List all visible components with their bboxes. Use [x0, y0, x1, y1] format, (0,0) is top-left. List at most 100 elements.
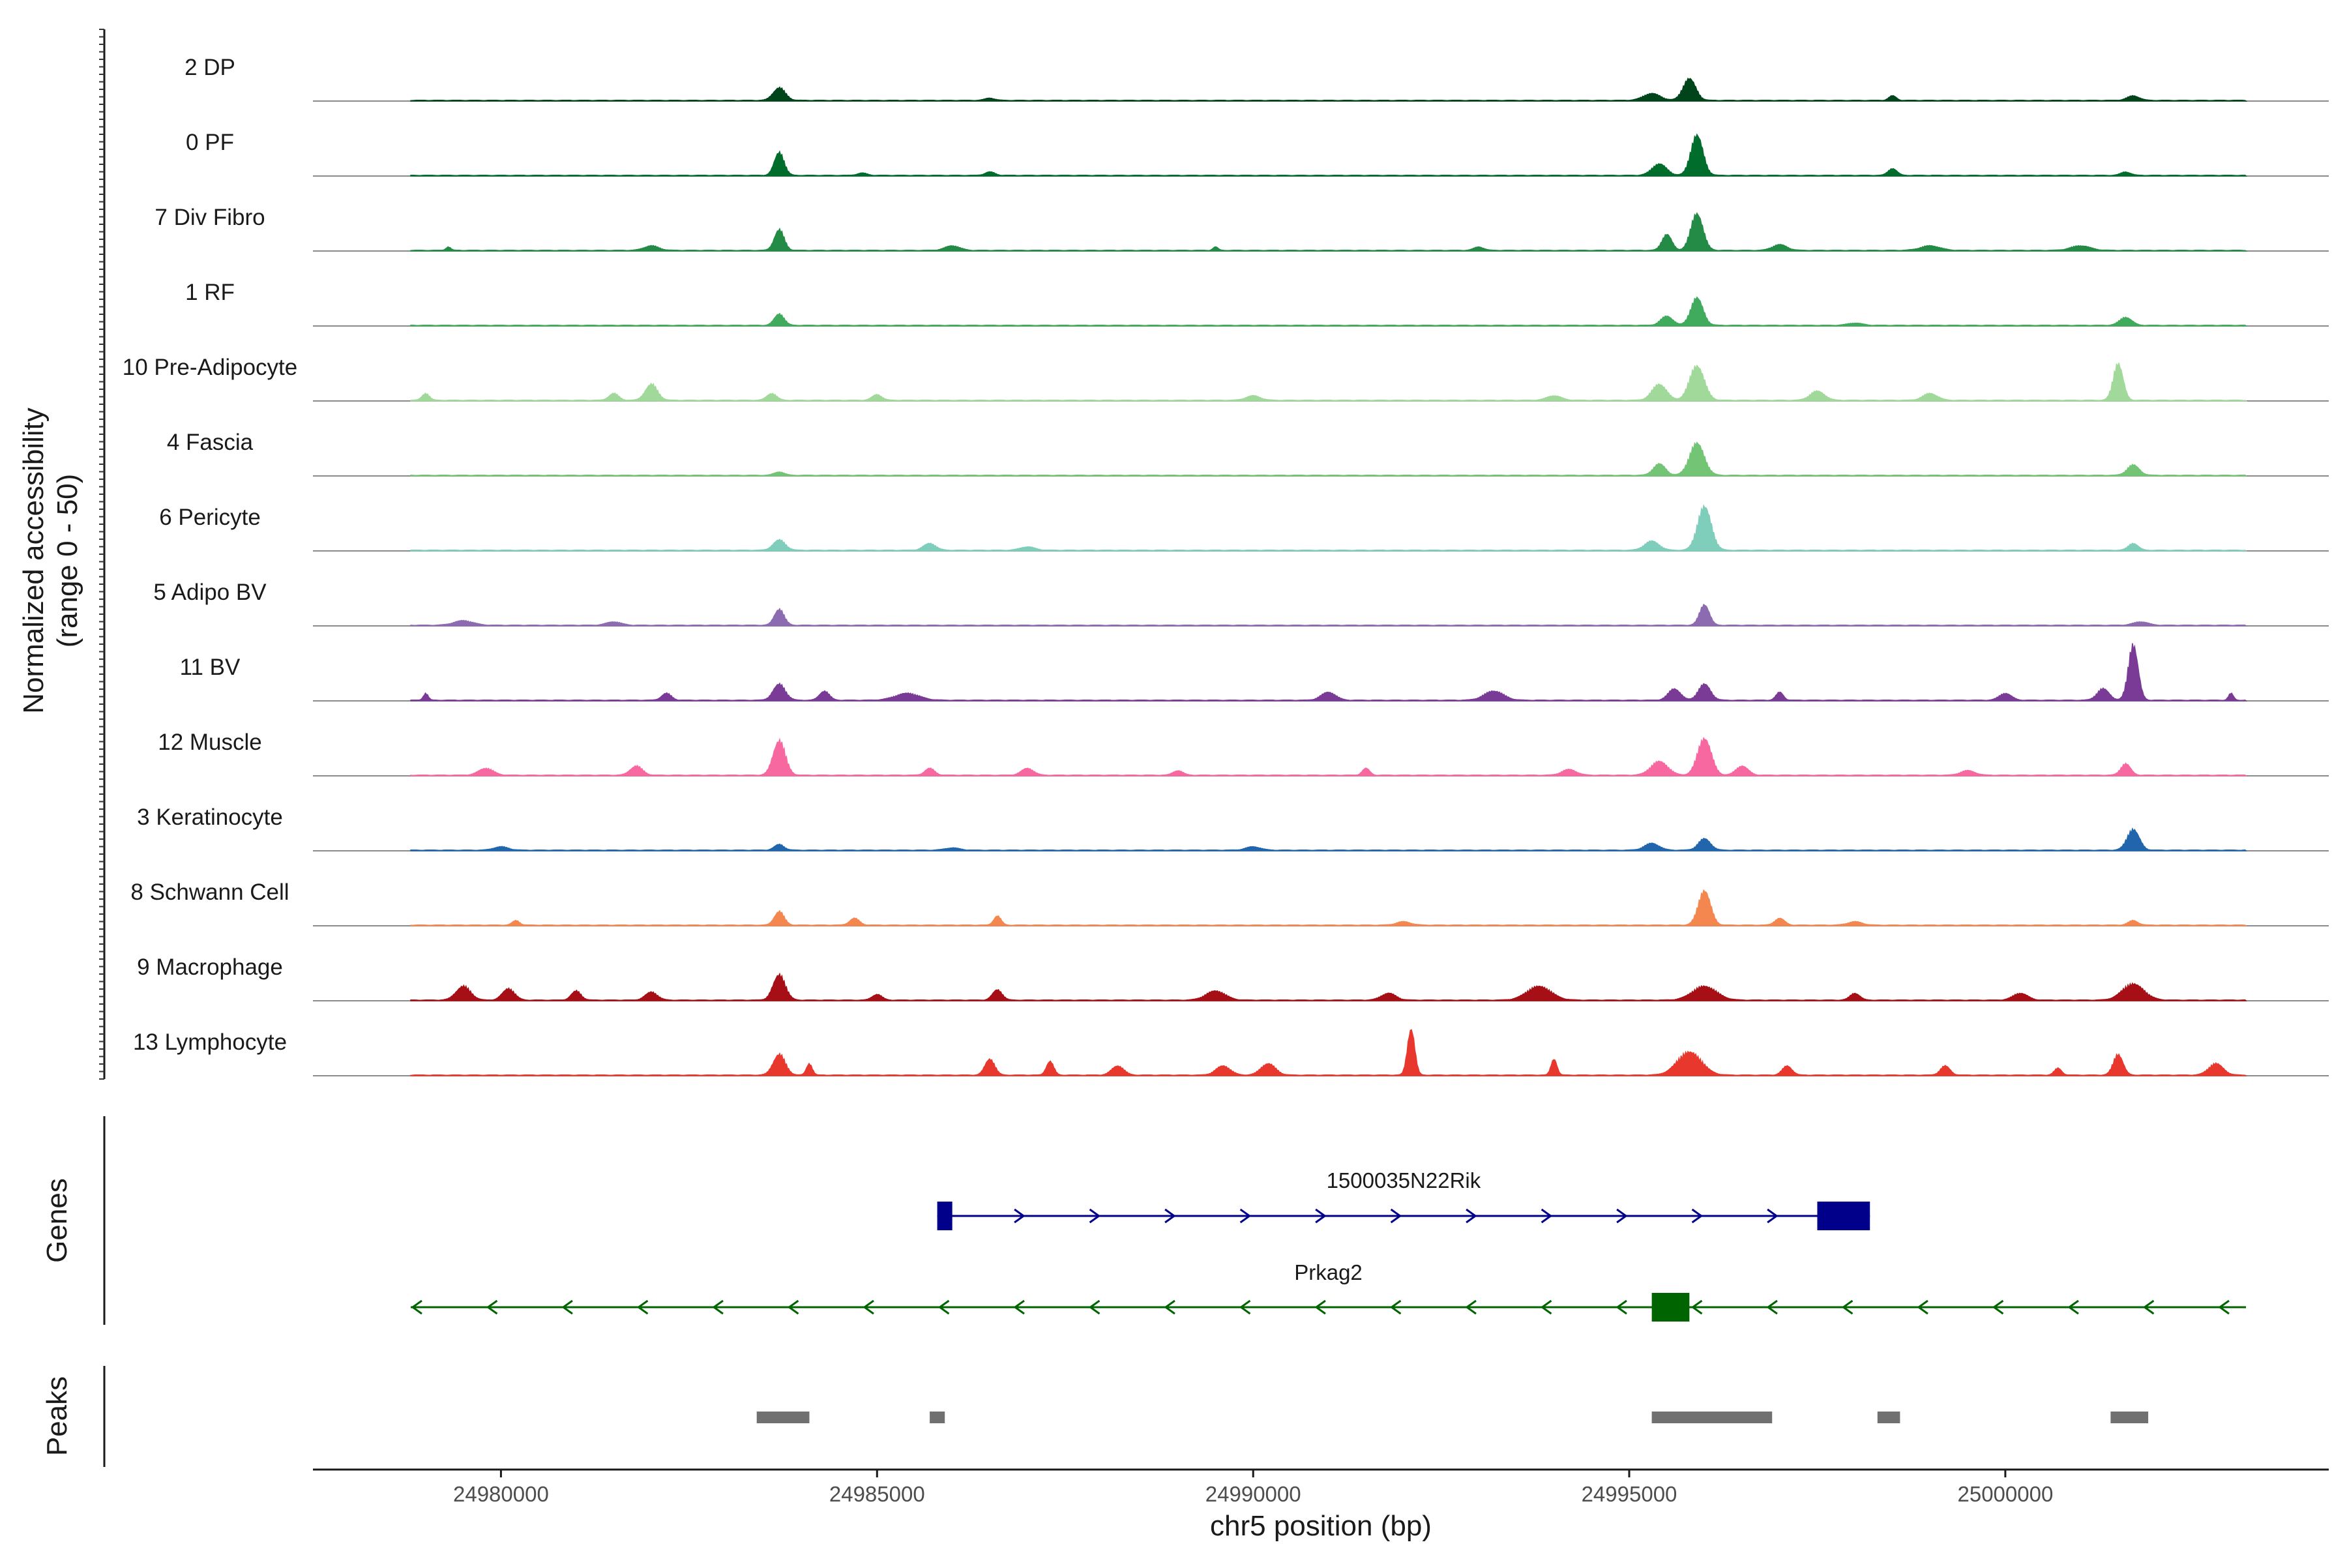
genes-panel: Genes 1500035N22Rik Prkag2 — [41, 1116, 2247, 1325]
track-label: 0 PF — [186, 130, 234, 155]
y-axis-title-line1: Normalized accessibility — [18, 407, 50, 713]
peaks-panel: Peaks — [41, 1366, 2149, 1467]
strand-arrow — [1540, 1299, 1552, 1315]
strand-arrow — [1239, 1299, 1251, 1315]
strand-arrow — [1841, 1299, 1853, 1315]
strand-arrow — [1616, 1299, 1627, 1315]
x-axis-title: chr5 position (bp) — [1210, 1510, 1432, 1542]
strand-arrow — [937, 1299, 950, 1315]
track-8-schwann-cell: 8 Schwann Cell — [130, 880, 2329, 926]
strand-arrow — [1089, 1208, 1101, 1224]
strand-arrow — [486, 1299, 498, 1315]
strand-arrow — [1541, 1208, 1553, 1224]
coverage-area — [410, 889, 2248, 926]
coverage-area — [410, 362, 2248, 402]
strand-arrow — [1389, 1299, 1402, 1315]
strand-arrow — [2067, 1299, 2079, 1315]
gene-1500035n22rik: 1500035N22Rik — [937, 1168, 1870, 1230]
track-label: 13 Lymphocyte — [133, 1029, 287, 1055]
track-5-adipo-bv: 5 Adipo BV — [153, 580, 2329, 627]
strand-arrow — [712, 1299, 724, 1315]
track-label: 9 Macrophage — [137, 954, 283, 980]
strand-arrow — [561, 1299, 573, 1315]
y-axis — [99, 29, 106, 1080]
coverage-area — [410, 296, 2247, 327]
x-axis: 24980000 24985000 24990000 24995000 25000000… — [313, 1468, 2329, 1542]
strand-arrow — [1088, 1299, 1100, 1315]
track-10-pre-adipocyte: 10 Pre-Adipocyte — [123, 355, 2329, 402]
coverage-area — [410, 133, 2247, 177]
strand-arrow — [1466, 1208, 1477, 1224]
coverage-area — [410, 78, 2248, 102]
strand-arrow — [1766, 1299, 1778, 1315]
strand-arrow — [1164, 1299, 1175, 1315]
coverage-area — [410, 441, 2247, 477]
exon — [1817, 1202, 1870, 1230]
peaks-panel-title: Peaks — [41, 1376, 73, 1456]
track-13-lymphocyte: 13 Lymphocyte — [133, 1029, 2329, 1076]
strand-arrow — [1691, 1208, 1704, 1224]
strand-arrow — [1917, 1299, 1928, 1315]
strand-arrow — [1767, 1208, 1779, 1224]
y-axis-title: Normalized accessibility (range 0 - 50) — [18, 407, 83, 713]
strand-arrow — [1315, 1208, 1327, 1224]
exon — [937, 1202, 952, 1230]
peak-region — [930, 1412, 945, 1423]
coverage-area — [410, 603, 2247, 627]
x-tick-label: 24995000 — [1582, 1482, 1677, 1506]
track-0-pf: 0 PF — [186, 130, 2329, 177]
track-label: 12 Muscle — [158, 730, 262, 755]
gene-label: 1500035N22Rik — [1327, 1168, 1481, 1192]
exon — [1651, 1293, 1690, 1322]
strand-arrow — [1164, 1208, 1176, 1224]
gene-prkag2: Prkag2 — [410, 1260, 2247, 1322]
track-label: 6 Pericyte — [159, 505, 261, 530]
peak-region — [1877, 1412, 1900, 1423]
strand-arrow — [1992, 1299, 2004, 1315]
x-axis-ticks: 24980000 24985000 24990000 24995000 25000000 — [453, 1470, 2053, 1506]
coverage-area — [410, 1029, 2248, 1076]
track-label: 8 Schwann Cell — [130, 880, 289, 905]
y-axis-title-line2: (range 0 - 50) — [52, 474, 83, 648]
peak-region — [756, 1412, 810, 1423]
strand-arrow — [1390, 1208, 1402, 1224]
coverage-area — [410, 212, 2248, 252]
track-7-div-fibro: 7 Div Fibro — [155, 205, 2329, 252]
gene-label: Prkag2 — [1294, 1260, 1363, 1284]
peak-region — [2110, 1412, 2149, 1423]
track-1-rf: 1 RF — [185, 280, 2329, 327]
peak-region — [1651, 1412, 1773, 1423]
strand-arrow — [787, 1299, 799, 1315]
track-label: 11 BV — [180, 655, 241, 680]
coverage-area — [410, 827, 2247, 851]
x-tick-label: 24990000 — [1205, 1482, 1301, 1506]
strand-arrow — [1014, 1208, 1026, 1224]
track-2-dp: 2 DP — [185, 55, 2329, 102]
track-label: 5 Adipo BV — [153, 580, 267, 605]
track-3-keratinocyte: 3 Keratinocyte — [137, 805, 2329, 851]
strand-arrow — [2218, 1299, 2230, 1315]
gene-models: 1500035N22Rik Prkag2 — [410, 1168, 2247, 1322]
track-12-muscle: 12 Muscle — [158, 730, 2329, 777]
track-9-macrophage: 9 Macrophage — [137, 954, 2329, 1001]
coverage-tracks: 2 DP 0 PF 7 Div Fibro 1 RF 10 Pre-Adipocyte 4… — [123, 55, 2329, 1076]
strand-arrow — [2142, 1299, 2155, 1315]
track-11-bv: 11 BV — [180, 643, 2329, 702]
track-label: 7 Div Fibro — [155, 205, 265, 230]
strand-arrow — [863, 1299, 874, 1315]
track-4-fascia: 4 Fascia — [167, 430, 2329, 477]
genes-panel-title: Genes — [41, 1178, 73, 1263]
x-tick-label: 24980000 — [453, 1482, 549, 1506]
track-label: 10 Pre-Adipocyte — [123, 355, 297, 380]
strand-arrow — [1690, 1299, 1703, 1315]
track-label: 4 Fascia — [167, 430, 254, 455]
strand-arrow — [1465, 1299, 1477, 1315]
coverage-area — [410, 504, 2248, 552]
coverage-area — [410, 737, 2248, 777]
x-tick-label: 24985000 — [829, 1482, 925, 1506]
x-tick-label: 25000000 — [1957, 1482, 2053, 1506]
track-label: 3 Keratinocyte — [137, 805, 283, 830]
strand-arrow — [1616, 1208, 1628, 1224]
